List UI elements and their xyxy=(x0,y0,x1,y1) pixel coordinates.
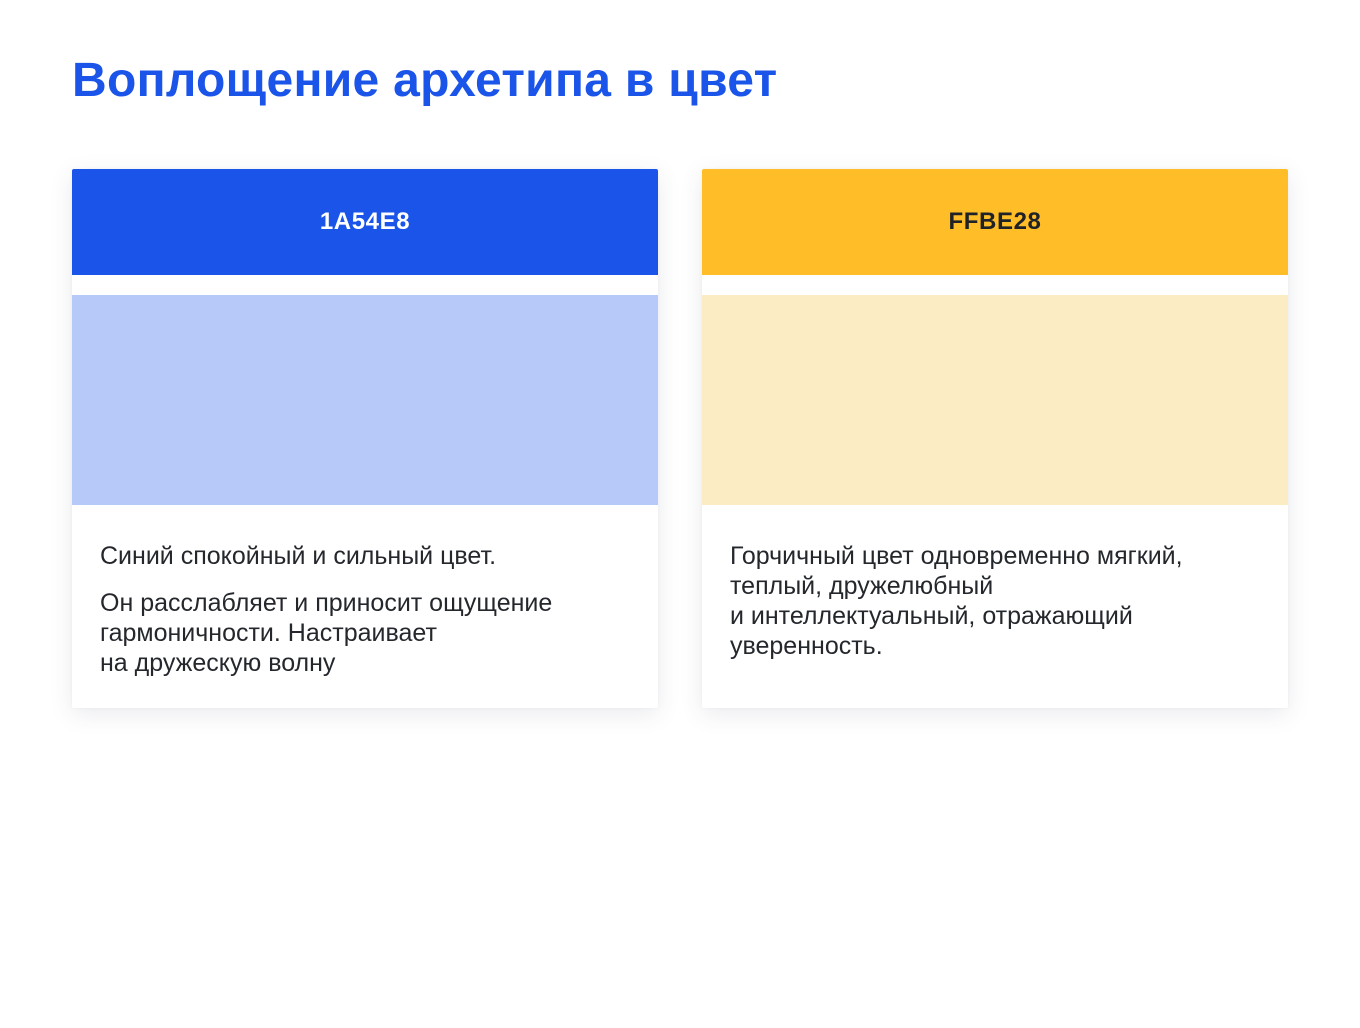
color-card-blue: 1A54E8 Синий спокойный и сильный цвет. О… xyxy=(72,169,658,708)
description-paragraph: Горчичный цвет одновременно мягкий, тепл… xyxy=(730,542,1183,660)
color-cards: 1A54E8 Синий спокойный и сильный цвет. О… xyxy=(72,169,1288,708)
description-paragraph: Он расслабляет и приносит ощущение гармо… xyxy=(100,589,553,677)
color-hex-band-blue: 1A54E8 xyxy=(72,169,658,275)
color-card-mustard: FFBE28 Горчичный цвет одновременно мягки… xyxy=(702,169,1288,708)
slide: Воплощение архетипа в цвет 1A54E8 Синий … xyxy=(0,52,1360,1028)
color-tint-swatch-mustard xyxy=(702,295,1288,505)
page-title: Воплощение архетипа в цвет xyxy=(72,54,778,107)
description-paragraph: Синий спокойный и сильный цвет. xyxy=(100,542,497,570)
color-hex-label: FFBE28 xyxy=(948,208,1042,235)
color-hex-label: 1A54E8 xyxy=(319,208,411,235)
color-description: Синий спокойный и сильный цвет. Он рассл… xyxy=(72,505,658,708)
color-tint-swatch-blue xyxy=(72,295,658,505)
color-hex-band-mustard: FFBE28 xyxy=(702,169,1288,275)
color-description: Горчичный цвет одновременно мягкий, тепл… xyxy=(702,505,1288,708)
